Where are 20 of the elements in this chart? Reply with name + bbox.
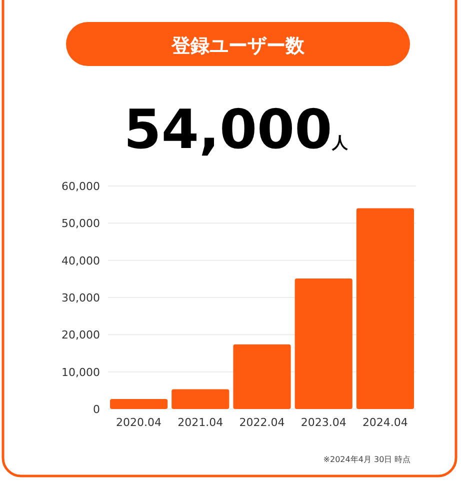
chart-subtitle: 54,000人 xyxy=(124,98,350,161)
bar xyxy=(294,278,352,409)
x-tick-label: 2023.04 xyxy=(300,416,346,429)
chart-title: 登録ユーザー数 xyxy=(170,35,306,57)
x-tick-label: 2020.04 xyxy=(116,416,162,429)
bar xyxy=(356,208,414,409)
bar xyxy=(172,389,230,409)
text: ※2024年4月 30日 時点 xyxy=(323,455,411,464)
y-tick-label: 10,000 xyxy=(62,366,100,379)
y-tick-label: 30,000 xyxy=(62,292,100,304)
x-tick-label: 2021.04 xyxy=(178,416,224,429)
y-tick-label: 20,000 xyxy=(62,328,100,342)
x-tick-label: 2024.04 xyxy=(362,416,408,429)
y-tick-label: 50,000 xyxy=(62,217,100,230)
y-tick-label: 60,000 xyxy=(62,180,100,193)
bar xyxy=(110,398,168,409)
y-tick-label: 40,000 xyxy=(62,254,100,268)
y-tick-label: 0 xyxy=(93,403,100,416)
bar xyxy=(233,344,291,409)
x-tick-label: 2022.04 xyxy=(239,416,285,429)
